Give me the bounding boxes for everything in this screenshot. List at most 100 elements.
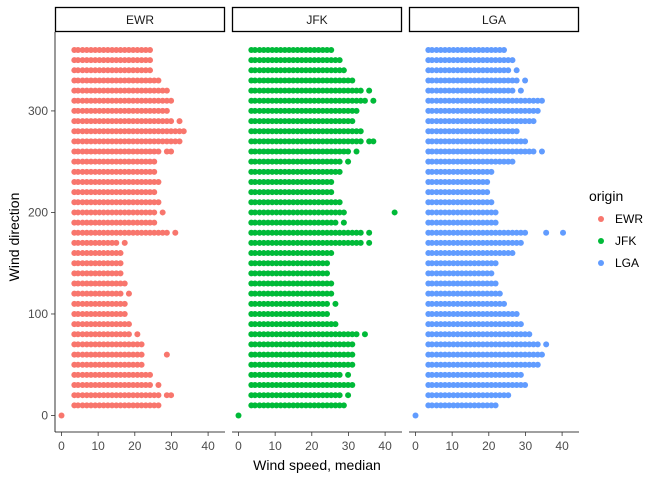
data-point xyxy=(155,199,162,206)
data-points xyxy=(235,47,398,419)
data-point xyxy=(496,138,503,145)
data-point xyxy=(433,168,440,175)
data-point xyxy=(484,341,491,348)
data-point xyxy=(277,209,284,216)
data-point xyxy=(311,199,318,206)
data-point xyxy=(340,209,347,216)
data-point xyxy=(446,158,453,165)
data-point xyxy=(290,199,297,206)
data-point xyxy=(142,148,149,155)
data-point xyxy=(298,321,305,328)
data-point xyxy=(454,219,461,226)
data-point xyxy=(458,229,465,236)
data-point xyxy=(298,270,305,277)
data-point xyxy=(96,239,103,246)
data-point xyxy=(328,361,335,368)
data-point xyxy=(109,321,116,328)
legend-key xyxy=(598,238,604,244)
data-point xyxy=(298,77,305,84)
data-point xyxy=(125,219,132,226)
data-point xyxy=(83,361,90,368)
data-point xyxy=(324,148,331,155)
data-point xyxy=(265,209,271,216)
data-point xyxy=(319,97,326,104)
data-point xyxy=(163,107,170,114)
data-point xyxy=(433,270,440,277)
data-point xyxy=(74,118,81,125)
data-point xyxy=(315,118,322,125)
data-point xyxy=(260,321,267,328)
data-point xyxy=(437,341,444,348)
data-point xyxy=(113,178,120,185)
data-point xyxy=(96,168,103,175)
data-point xyxy=(446,310,453,317)
data-point xyxy=(307,77,314,84)
data-point xyxy=(256,361,263,368)
data-point xyxy=(281,331,288,338)
data-point xyxy=(290,118,297,125)
data-point xyxy=(522,331,529,338)
data-point xyxy=(496,371,503,378)
data-point xyxy=(492,87,499,94)
data-point xyxy=(332,382,339,389)
data-point xyxy=(298,300,305,307)
data-point xyxy=(467,97,474,104)
data-point xyxy=(92,168,99,175)
data-point xyxy=(109,209,116,216)
data-point xyxy=(315,47,322,53)
data-point xyxy=(269,77,276,84)
data-point xyxy=(130,341,137,348)
data-point xyxy=(256,392,263,399)
data-point xyxy=(117,87,124,94)
data-point xyxy=(307,290,314,297)
data-point xyxy=(294,341,301,348)
data-point xyxy=(496,290,503,297)
data-point xyxy=(96,260,103,267)
data-point xyxy=(315,351,322,358)
data-point xyxy=(332,219,339,226)
data-point xyxy=(332,128,339,135)
data-point xyxy=(454,280,461,287)
data-point xyxy=(273,158,280,165)
data-point xyxy=(311,158,318,165)
data-point xyxy=(446,47,453,53)
data-point xyxy=(83,97,90,104)
data-point xyxy=(121,107,128,114)
data-point xyxy=(437,371,444,378)
data-point xyxy=(113,57,120,64)
data-point xyxy=(104,107,111,114)
data-point xyxy=(442,290,448,297)
data-point xyxy=(307,310,314,317)
data-point xyxy=(134,57,141,64)
data-point xyxy=(298,67,305,74)
data-point xyxy=(471,310,478,317)
data-point xyxy=(437,280,444,287)
data-point xyxy=(117,189,124,196)
data-point xyxy=(307,97,314,104)
data-point xyxy=(88,402,94,409)
data-point xyxy=(471,239,478,246)
data-point xyxy=(492,250,499,257)
data-point xyxy=(134,128,141,135)
data-point xyxy=(471,87,478,94)
data-point xyxy=(290,158,297,165)
data-point xyxy=(298,148,305,155)
data-point xyxy=(349,138,356,145)
data-point xyxy=(130,351,137,358)
data-point xyxy=(121,382,128,389)
data-point xyxy=(138,67,145,74)
data-point xyxy=(428,77,435,84)
data-point xyxy=(100,118,107,125)
data-point xyxy=(496,239,503,246)
data-point xyxy=(163,138,170,145)
data-point xyxy=(117,219,124,226)
data-point xyxy=(463,392,470,399)
data-point xyxy=(273,300,280,307)
data-point xyxy=(117,178,124,185)
data-point xyxy=(458,148,465,155)
data-point xyxy=(437,250,444,257)
data-point xyxy=(294,361,301,368)
data-point xyxy=(522,118,529,125)
